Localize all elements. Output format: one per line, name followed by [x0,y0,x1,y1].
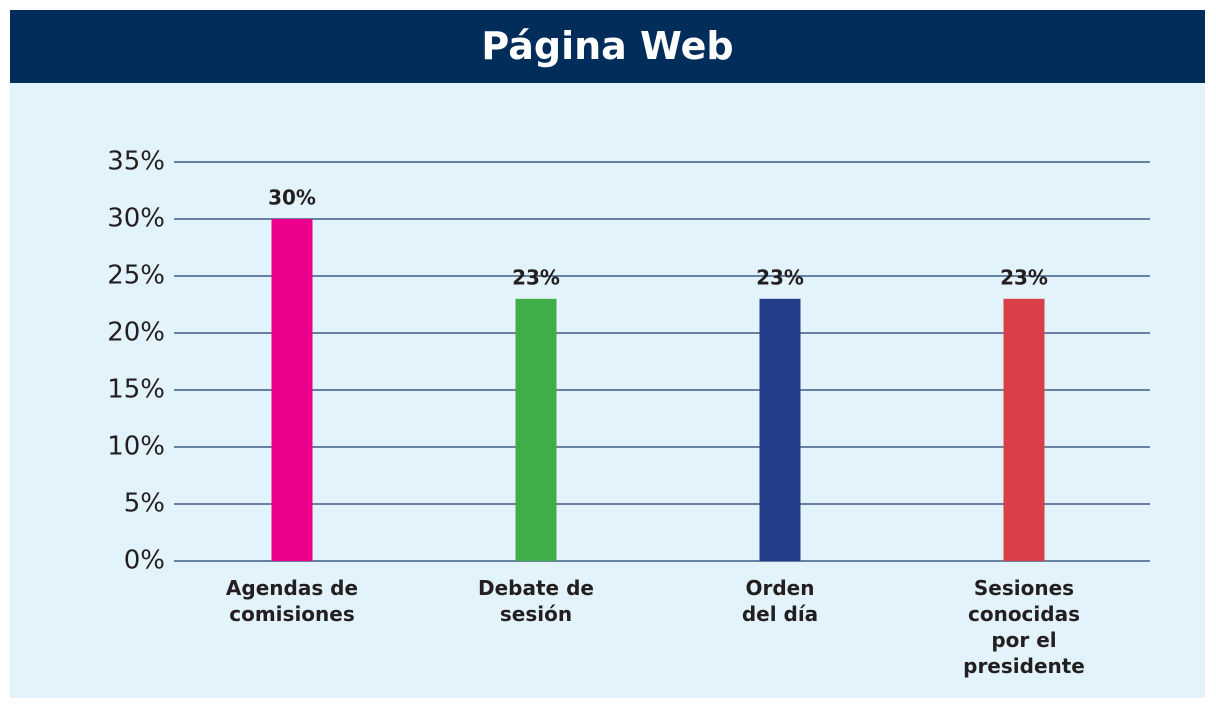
data-label: 23% [1000,265,1048,289]
data-label: 23% [756,265,804,289]
data-label: 23% [512,265,560,289]
y-tick-label: 20% [107,318,165,348]
y-tick-label: 35% [107,147,165,177]
x-tick-label: Sesiones conocidas por el presidente [963,576,1085,678]
x-tick-label: Debate de sesión [478,576,594,626]
y-tick-label: 30% [107,204,165,234]
data-label: 30% [268,186,316,210]
y-tick-label: 10% [107,432,165,462]
bar [515,298,557,561]
x-tick-label: Agendas de comisiones [225,576,359,626]
y-tick-label: 5% [124,489,165,519]
x-tick-label: Orden del día [741,576,819,626]
chart-title: Página Web [10,10,1205,83]
bar [271,219,313,561]
y-tick-label: 25% [107,261,165,291]
bar [759,298,801,561]
y-tick-label: 0% [124,546,165,576]
bar [1003,298,1045,561]
y-tick-label: 15% [107,375,165,405]
